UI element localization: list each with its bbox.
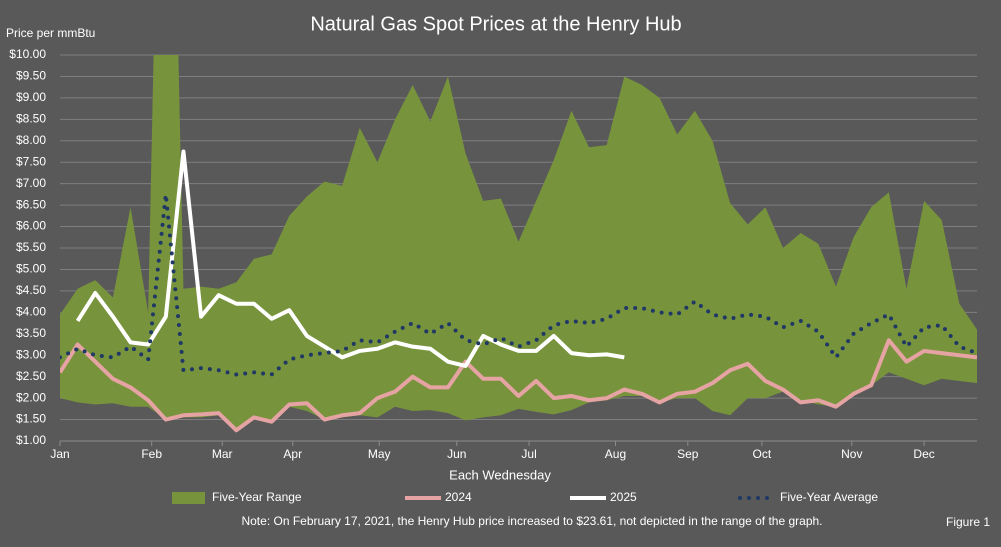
- y-tick-label: $6.50: [16, 197, 46, 211]
- x-tick-label: Sep: [677, 447, 699, 461]
- x-axis-label: Each Wednesday: [449, 467, 551, 482]
- legend-label: 2024: [445, 490, 472, 504]
- range-area: [60, 55, 977, 431]
- y-tick-label: $8.50: [16, 112, 46, 126]
- x-tick-label: Apr: [283, 447, 302, 461]
- y-tick-label: $5.00: [16, 262, 46, 276]
- y-tick-label: $7.50: [16, 154, 46, 168]
- x-tick-label: Dec: [913, 447, 934, 461]
- x-tick-label: May: [368, 447, 391, 461]
- y-tick-label: $8.00: [16, 133, 46, 147]
- y-tick-label: $5.50: [16, 240, 46, 254]
- x-tick-label: Aug: [605, 447, 626, 461]
- y-tick-label: $3.50: [16, 326, 46, 340]
- y-tick-label: $2.50: [16, 369, 46, 383]
- line: [60, 192, 977, 377]
- x-tick-label: Mar: [212, 447, 233, 461]
- y-tick-label: $4.00: [16, 305, 46, 319]
- chart-title: Natural Gas Spot Prices at the Henry Hub: [310, 13, 681, 35]
- line: [75, 149, 625, 368]
- x-tick-label: Feb: [141, 447, 162, 461]
- y-tick-label: $9.50: [16, 69, 46, 83]
- y-tick-label: $10.00: [9, 47, 46, 61]
- x-tick-label: Oct: [753, 447, 772, 461]
- y-tick-label: $2.00: [16, 390, 46, 404]
- legend-label: Five-Year Average: [780, 490, 878, 504]
- y-tick-label: $1.50: [16, 412, 46, 426]
- y-tick-label: $3.00: [16, 347, 46, 361]
- x-tick-label: Jun: [447, 447, 466, 461]
- figure-label: Figure 1: [946, 515, 990, 529]
- y-tick-label: $4.50: [16, 283, 46, 297]
- line: [60, 338, 977, 433]
- y-axis-label: Price per mmBtu: [6, 26, 95, 40]
- y-tick-label: $7.00: [16, 176, 46, 190]
- x-tick-label: Nov: [841, 447, 862, 461]
- note: Note: On February 17, 2021, the Henry Hu…: [241, 514, 822, 528]
- y-tick-label: $9.00: [16, 90, 46, 104]
- legend-label: Five-Year Range: [212, 490, 302, 504]
- x-tick-label: Jan: [50, 447, 69, 461]
- plot-area: [60, 55, 977, 433]
- legend-swatch: [172, 492, 205, 504]
- y-tick-label: $6.00: [16, 219, 46, 233]
- y-tick-label: $1.00: [16, 433, 46, 447]
- x-tick-label: Jul: [521, 447, 536, 461]
- legend-label: 2025: [610, 490, 637, 504]
